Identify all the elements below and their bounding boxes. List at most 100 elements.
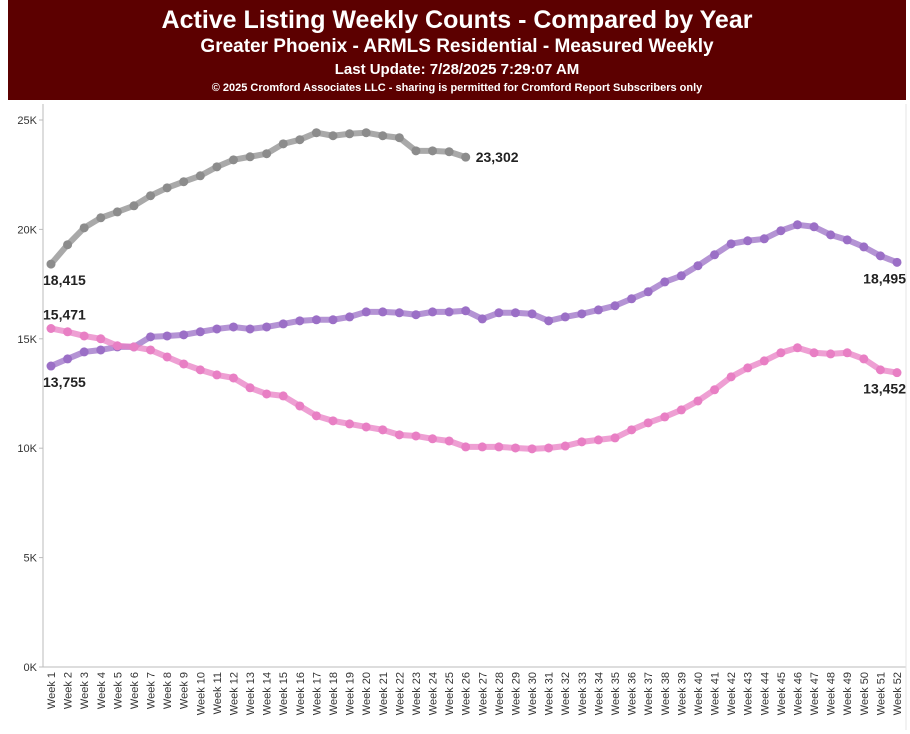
x-tick-label: Week 2	[63, 672, 75, 709]
data-label: 15,471	[43, 306, 86, 322]
data-point	[162, 352, 172, 362]
data-point	[146, 191, 156, 201]
data-point	[809, 348, 819, 358]
data-point	[593, 305, 603, 315]
data-point	[295, 316, 305, 326]
data-point	[146, 345, 156, 355]
x-tick-label: Week 52	[892, 672, 904, 715]
data-point	[510, 443, 520, 453]
data-point	[428, 146, 438, 156]
x-tick-label: Week 15	[278, 672, 290, 715]
x-tick-label: Week 19	[345, 672, 357, 715]
data-point	[792, 220, 802, 230]
data-point	[875, 251, 885, 261]
data-point	[494, 442, 504, 452]
data-point	[527, 444, 537, 454]
data-point	[63, 354, 73, 364]
data-label: 23,302	[476, 149, 519, 165]
data-point	[129, 201, 139, 211]
data-point	[195, 365, 205, 375]
chart-subtitle: Greater Phoenix - ARMLS Residential - Me…	[200, 36, 714, 57]
x-tick-label: Week 21	[378, 672, 390, 715]
data-point	[328, 131, 338, 141]
x-tick-label: Week 8	[162, 672, 174, 709]
data-point	[378, 131, 388, 141]
data-point	[129, 342, 139, 352]
y-tick-label: 5K	[24, 553, 38, 565]
data-point	[776, 348, 786, 358]
data-point	[693, 261, 703, 271]
x-tick-label: Week 35	[610, 672, 622, 715]
x-tick-label: Week 12	[228, 672, 240, 715]
x-tick-label: Week 39	[676, 672, 688, 715]
data-point	[262, 322, 272, 332]
data-point	[577, 437, 587, 447]
x-tick-label: Week 50	[859, 672, 871, 715]
data-point	[892, 257, 902, 267]
data-point	[527, 309, 537, 319]
data-point	[461, 306, 471, 316]
y-tick-label: 10K	[17, 443, 37, 455]
x-tick-label: Week 33	[577, 672, 589, 715]
data-point	[809, 222, 819, 232]
x-tick-label: Week 5	[112, 672, 124, 709]
y-tick-label: 0K	[24, 662, 38, 674]
data-point	[826, 349, 836, 359]
data-point	[411, 310, 421, 320]
y-tick-label: 15K	[17, 334, 37, 346]
x-tick-label: Week 41	[710, 672, 722, 715]
data-point	[510, 308, 520, 318]
data-point	[444, 436, 454, 446]
data-point	[610, 433, 620, 443]
data-point	[577, 309, 587, 319]
data-point	[278, 139, 288, 149]
data-point	[195, 327, 205, 337]
data-point	[892, 368, 902, 378]
data-point	[660, 277, 670, 287]
data-point	[411, 146, 421, 156]
data-point	[278, 319, 288, 329]
data-point	[610, 301, 620, 311]
data-point	[146, 332, 156, 342]
data-point	[311, 411, 321, 421]
data-point	[212, 324, 222, 334]
data-point	[842, 235, 852, 245]
x-tick-label: Week 18	[328, 672, 340, 715]
x-tick-label: Week 6	[129, 672, 141, 709]
data-point	[262, 389, 272, 399]
data-label: 18,495	[863, 270, 906, 286]
data-point	[826, 230, 836, 240]
x-tick-label: Week 38	[660, 672, 672, 715]
data-point	[46, 259, 56, 269]
data-point	[311, 128, 321, 138]
data-point	[245, 383, 255, 393]
data-point	[361, 422, 371, 432]
data-point	[676, 405, 686, 415]
x-tick-label: Week 16	[295, 672, 307, 715]
data-point	[477, 442, 487, 452]
data-point	[676, 271, 686, 281]
x-tick-label: Week 13	[245, 672, 257, 715]
data-point	[212, 370, 222, 380]
y-tick-label: 25K	[17, 115, 37, 127]
data-point	[710, 385, 720, 395]
data-point	[245, 324, 255, 334]
data-point	[162, 183, 172, 193]
data-point	[112, 341, 122, 351]
x-tick-label: Week 51	[875, 672, 887, 715]
data-point	[345, 312, 355, 322]
data-point	[378, 307, 388, 317]
data-point	[361, 307, 371, 317]
data-point	[345, 129, 355, 139]
x-tick-label: Week 42	[726, 672, 738, 715]
data-point	[477, 314, 487, 324]
x-tick-label: Week 26	[461, 672, 473, 715]
data-point	[96, 334, 106, 344]
x-tick-label: Week 1	[46, 672, 58, 709]
data-point	[262, 149, 272, 159]
data-point	[361, 128, 371, 138]
series-line	[49, 221, 899, 369]
x-tick-label: Week 17	[311, 672, 323, 715]
x-tick-label: Week 7	[146, 672, 158, 709]
series-line	[48, 129, 467, 267]
